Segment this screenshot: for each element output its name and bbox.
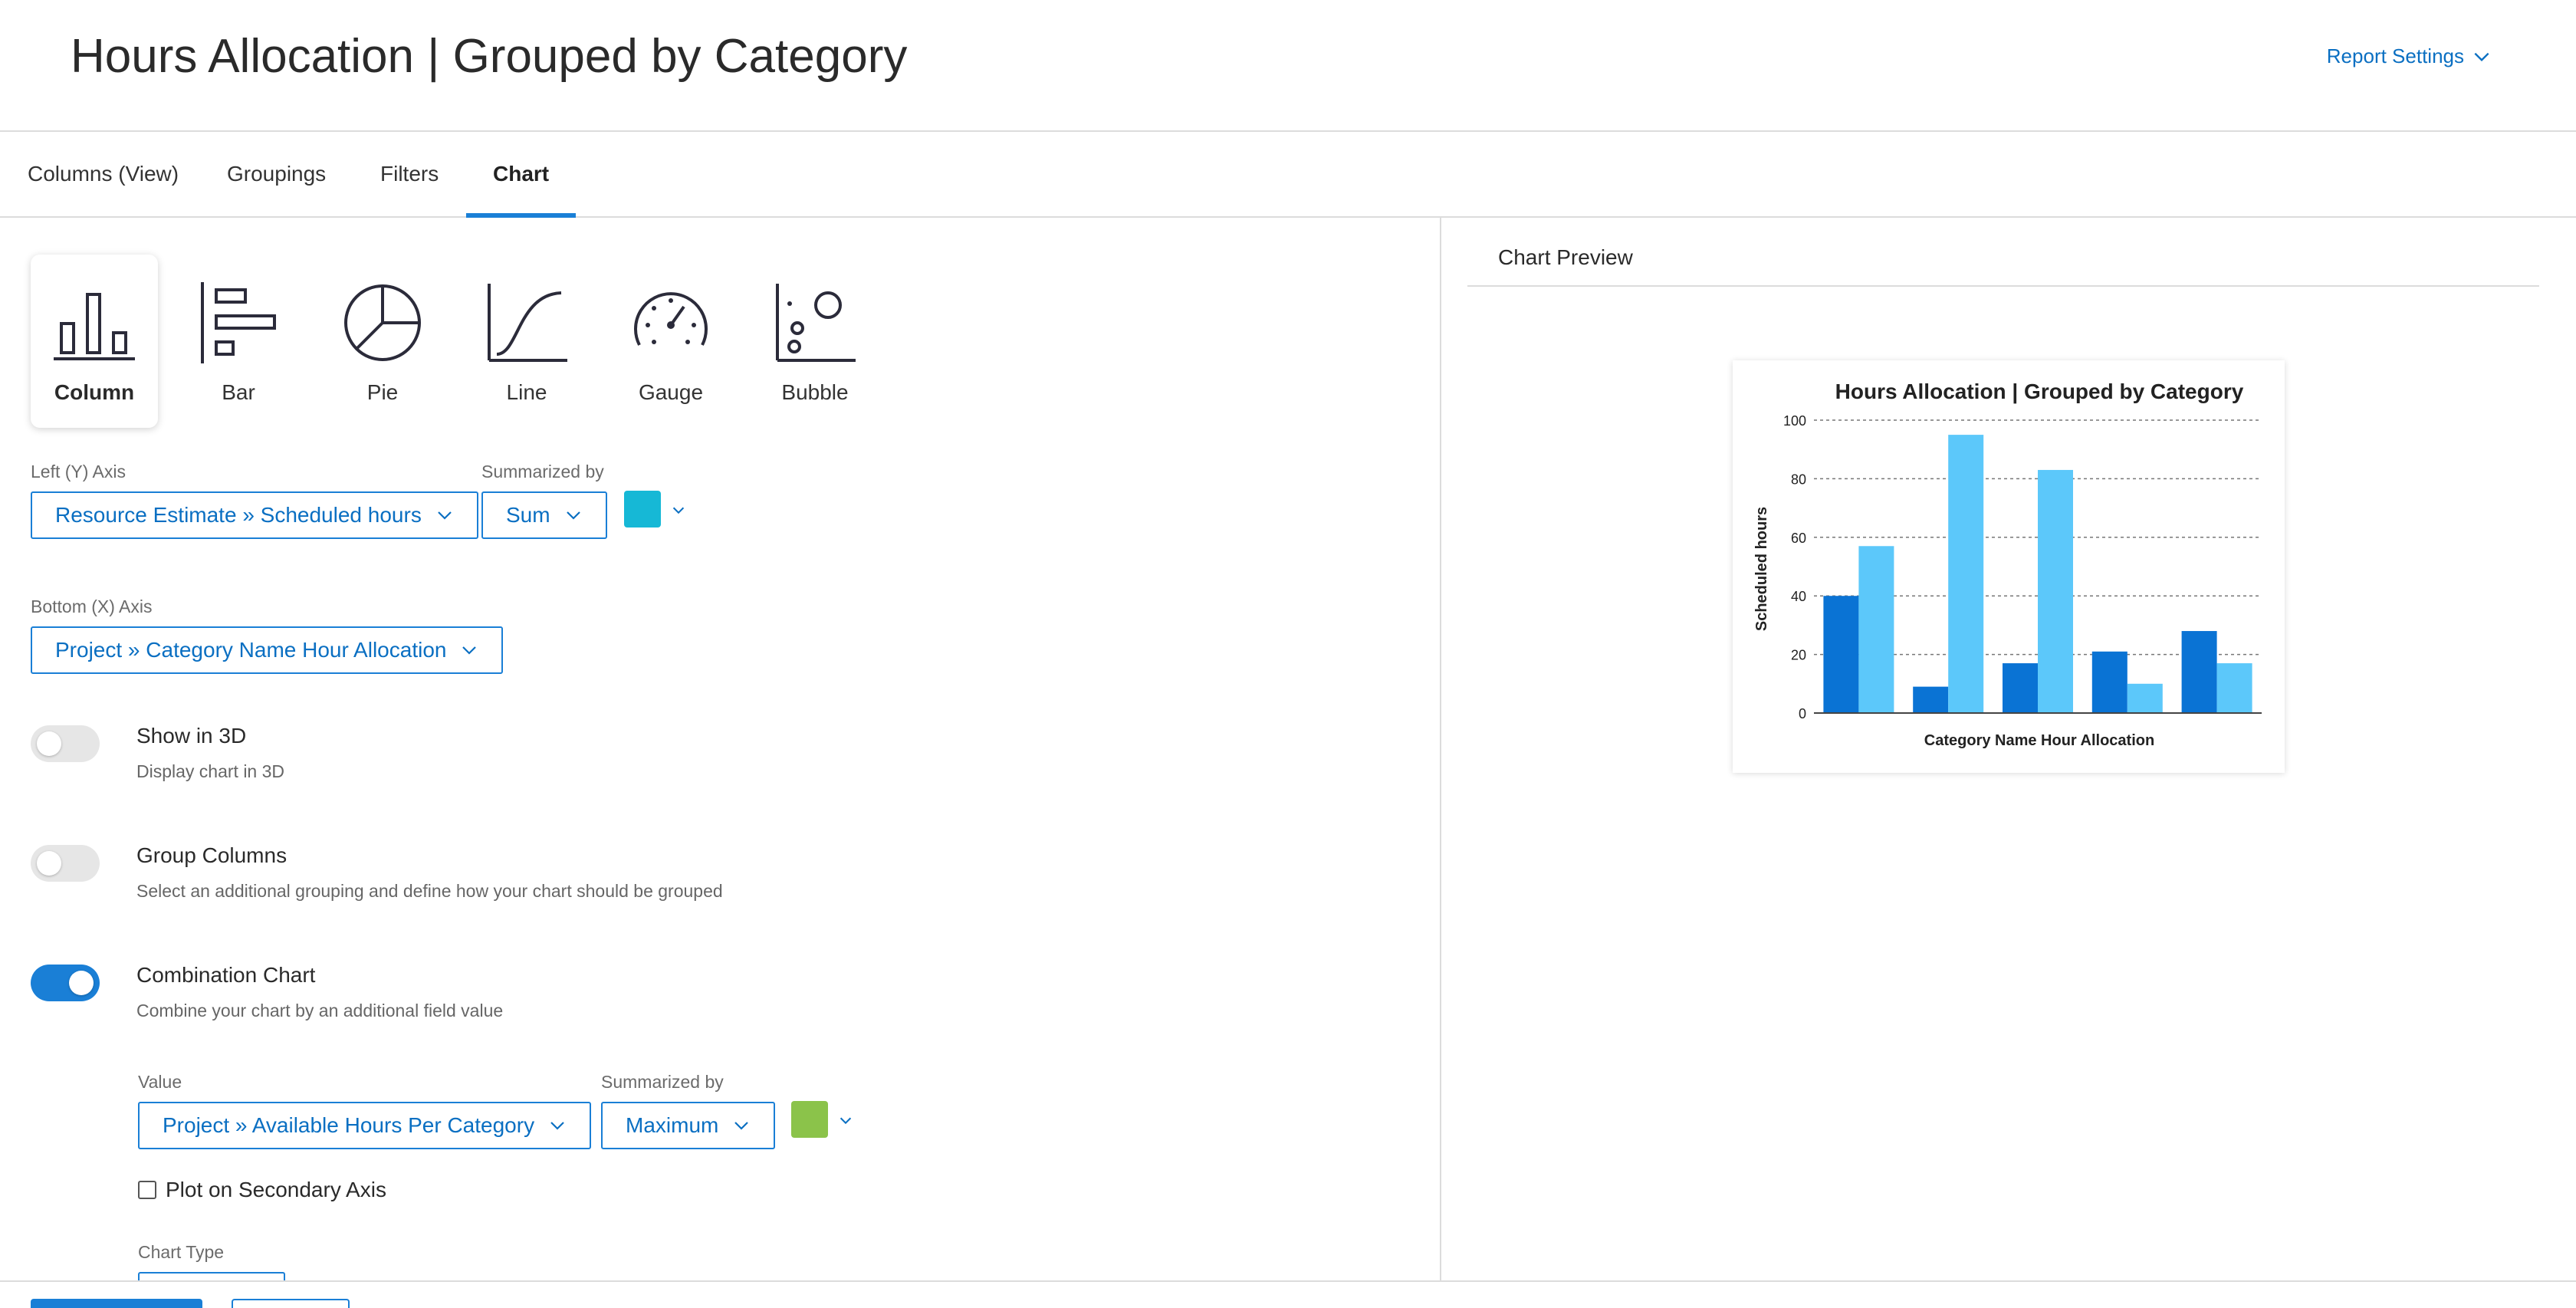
combination-value-label: Value (138, 1072, 182, 1092)
chevron-down-icon (2474, 52, 2489, 61)
chart-type-label: Line (506, 380, 547, 404)
primary-action-button[interactable] (31, 1299, 202, 1308)
column-chart-icon (54, 293, 135, 360)
tab-filters[interactable]: Filters (380, 162, 439, 186)
chart-type-gauge[interactable]: Gauge (607, 255, 734, 428)
y-axis-value: Resource Estimate » Scheduled hours (55, 503, 422, 527)
chart-type-bar[interactable]: Bar (175, 255, 302, 428)
chart-bar (2091, 651, 2128, 713)
footer-bar (0, 1280, 2576, 1308)
chevron-down-icon[interactable] (670, 501, 687, 518)
chart-preview: Hours Allocation | Grouped by Category 0… (1753, 380, 2262, 749)
page-header: Hours Allocation | Grouped by Category R… (0, 0, 2576, 132)
chart-type-line[interactable]: Line (463, 255, 590, 428)
secondary-axis-checkbox[interactable] (138, 1181, 156, 1199)
chart-type-label: Gauge (638, 380, 704, 404)
group-columns-description: Select an additional grouping and define… (136, 881, 723, 901)
tab-columns-view[interactable]: Columns (View) (28, 162, 179, 186)
combination-summarized-label: Summarized by (601, 1072, 724, 1092)
chart-type-label: Column (54, 380, 135, 404)
pie-chart-icon (344, 284, 421, 361)
combination-chart-title: Combination Chart (136, 963, 316, 987)
chart-y-tick-label: 20 (1791, 648, 1806, 663)
chevron-down-icon (462, 646, 477, 655)
chart-type-pie[interactable]: Pie (319, 255, 446, 428)
chart-x-axis-label: Category Name Hour Allocation (1924, 732, 2154, 749)
chart-preview-title: Chart Preview (1498, 245, 1633, 269)
tab-bar: Columns (View) Groupings Filters Chart (0, 133, 2576, 218)
toggle-knob (37, 851, 61, 876)
chart-preview-card: Hours Allocation | Grouped by Category 0… (1733, 360, 2285, 773)
x-axis-select[interactable]: Project » Category Name Hour Allocation (31, 626, 504, 674)
y-axis-select[interactable]: Resource Estimate » Scheduled hours (31, 491, 478, 539)
gauge-chart-icon (634, 292, 708, 346)
combination-value: Project » Available Hours Per Category (163, 1113, 535, 1137)
chart-type-label: Bubble (781, 380, 849, 404)
chart-y-tick-label: 80 (1791, 472, 1806, 487)
chevron-down-icon (734, 1122, 749, 1130)
y-summarized-value: Sum (506, 503, 550, 527)
bubble-chart-icon (776, 284, 856, 362)
combination-chart-description: Combine your chart by an additional fiel… (136, 1001, 504, 1020)
chart-bar (2127, 683, 2163, 713)
combination-chart-type-label: Chart Type (138, 1242, 225, 1262)
chart-bar (1858, 546, 1894, 713)
toggle-knob (69, 971, 94, 995)
divider (1467, 285, 2539, 287)
chart-y-tick-label: 0 (1799, 706, 1806, 721)
chart-bar (2181, 631, 2217, 713)
combination-chart-toggle[interactable] (31, 965, 100, 1001)
group-columns-toggle[interactable] (31, 845, 100, 882)
chart-type-label: Pie (366, 380, 399, 404)
y-summarized-label: Summarized by (481, 462, 604, 481)
chart-y-tick-label: 60 (1791, 531, 1806, 546)
chart-bar (1913, 686, 1949, 713)
chart-bar (2003, 663, 2038, 713)
chart-y-axis-label: Scheduled hours (1753, 507, 1770, 631)
show-3d-title: Show in 3D (136, 724, 247, 748)
chevron-down-icon (550, 1122, 564, 1130)
x-axis-value: Project » Category Name Hour Allocation (55, 638, 447, 662)
chart-y-tick-label: 40 (1791, 589, 1806, 604)
show-3d-toggle[interactable] (31, 725, 100, 762)
combination-chart-type-select[interactable] (138, 1272, 285, 1282)
chevron-down-icon[interactable] (837, 1112, 854, 1129)
chart-y-tick-label: 100 (1783, 413, 1806, 429)
show-3d-description: Display chart in 3D (136, 761, 285, 781)
secondary-axis-row: Plot on Secondary Axis (138, 1178, 386, 1202)
combination-series-color-swatch[interactable] (791, 1101, 828, 1138)
bar-chart-icon (201, 282, 276, 363)
x-axis-label: Bottom (X) Axis (31, 596, 153, 616)
report-settings-dropdown[interactable]: Report Settings (2327, 44, 2492, 68)
chevron-down-icon (566, 511, 580, 520)
tab-groupings[interactable]: Groupings (227, 162, 327, 186)
line-chart-icon (488, 284, 567, 362)
toggle-knob (37, 731, 61, 756)
group-columns-title: Group Columns (136, 843, 288, 867)
y-summarized-select[interactable]: Sum (481, 491, 607, 539)
tab-chart[interactable]: Chart (466, 133, 577, 218)
chart-bar (2216, 663, 2252, 713)
chart-bar (1823, 596, 1859, 713)
chart-type-picker: Column Bar Pie (31, 255, 895, 428)
secondary-axis-label: Plot on Secondary Axis (166, 1178, 386, 1201)
y-series-color-swatch[interactable] (624, 491, 661, 527)
chart-type-label: Bar (222, 380, 255, 404)
secondary-action-button[interactable] (232, 1299, 350, 1308)
chart-title: Hours Allocation | Grouped by Category (1835, 380, 2244, 403)
combination-summarized-select[interactable]: Maximum (601, 1102, 776, 1149)
chart-type-bubble[interactable]: Bubble (751, 255, 879, 428)
chart-type-column[interactable]: Column (31, 255, 158, 428)
combination-value-select[interactable]: Project » Available Hours Per Category (138, 1102, 592, 1149)
y-axis-label: Left (Y) Axis (31, 462, 126, 481)
page-title: Hours Allocation | Grouped by Category (71, 30, 908, 83)
report-settings-label: Report Settings (2326, 44, 2464, 67)
chart-bar (2038, 469, 2073, 713)
chevron-down-icon (438, 511, 452, 520)
chart-settings-panel: Column Bar Pie (0, 218, 1441, 1282)
chart-bar (1948, 435, 1984, 713)
chart-preview-panel: Chart Preview Hours Allocation | Grouped… (1443, 218, 2576, 1282)
combination-summarized-value: Maximum (626, 1113, 719, 1137)
